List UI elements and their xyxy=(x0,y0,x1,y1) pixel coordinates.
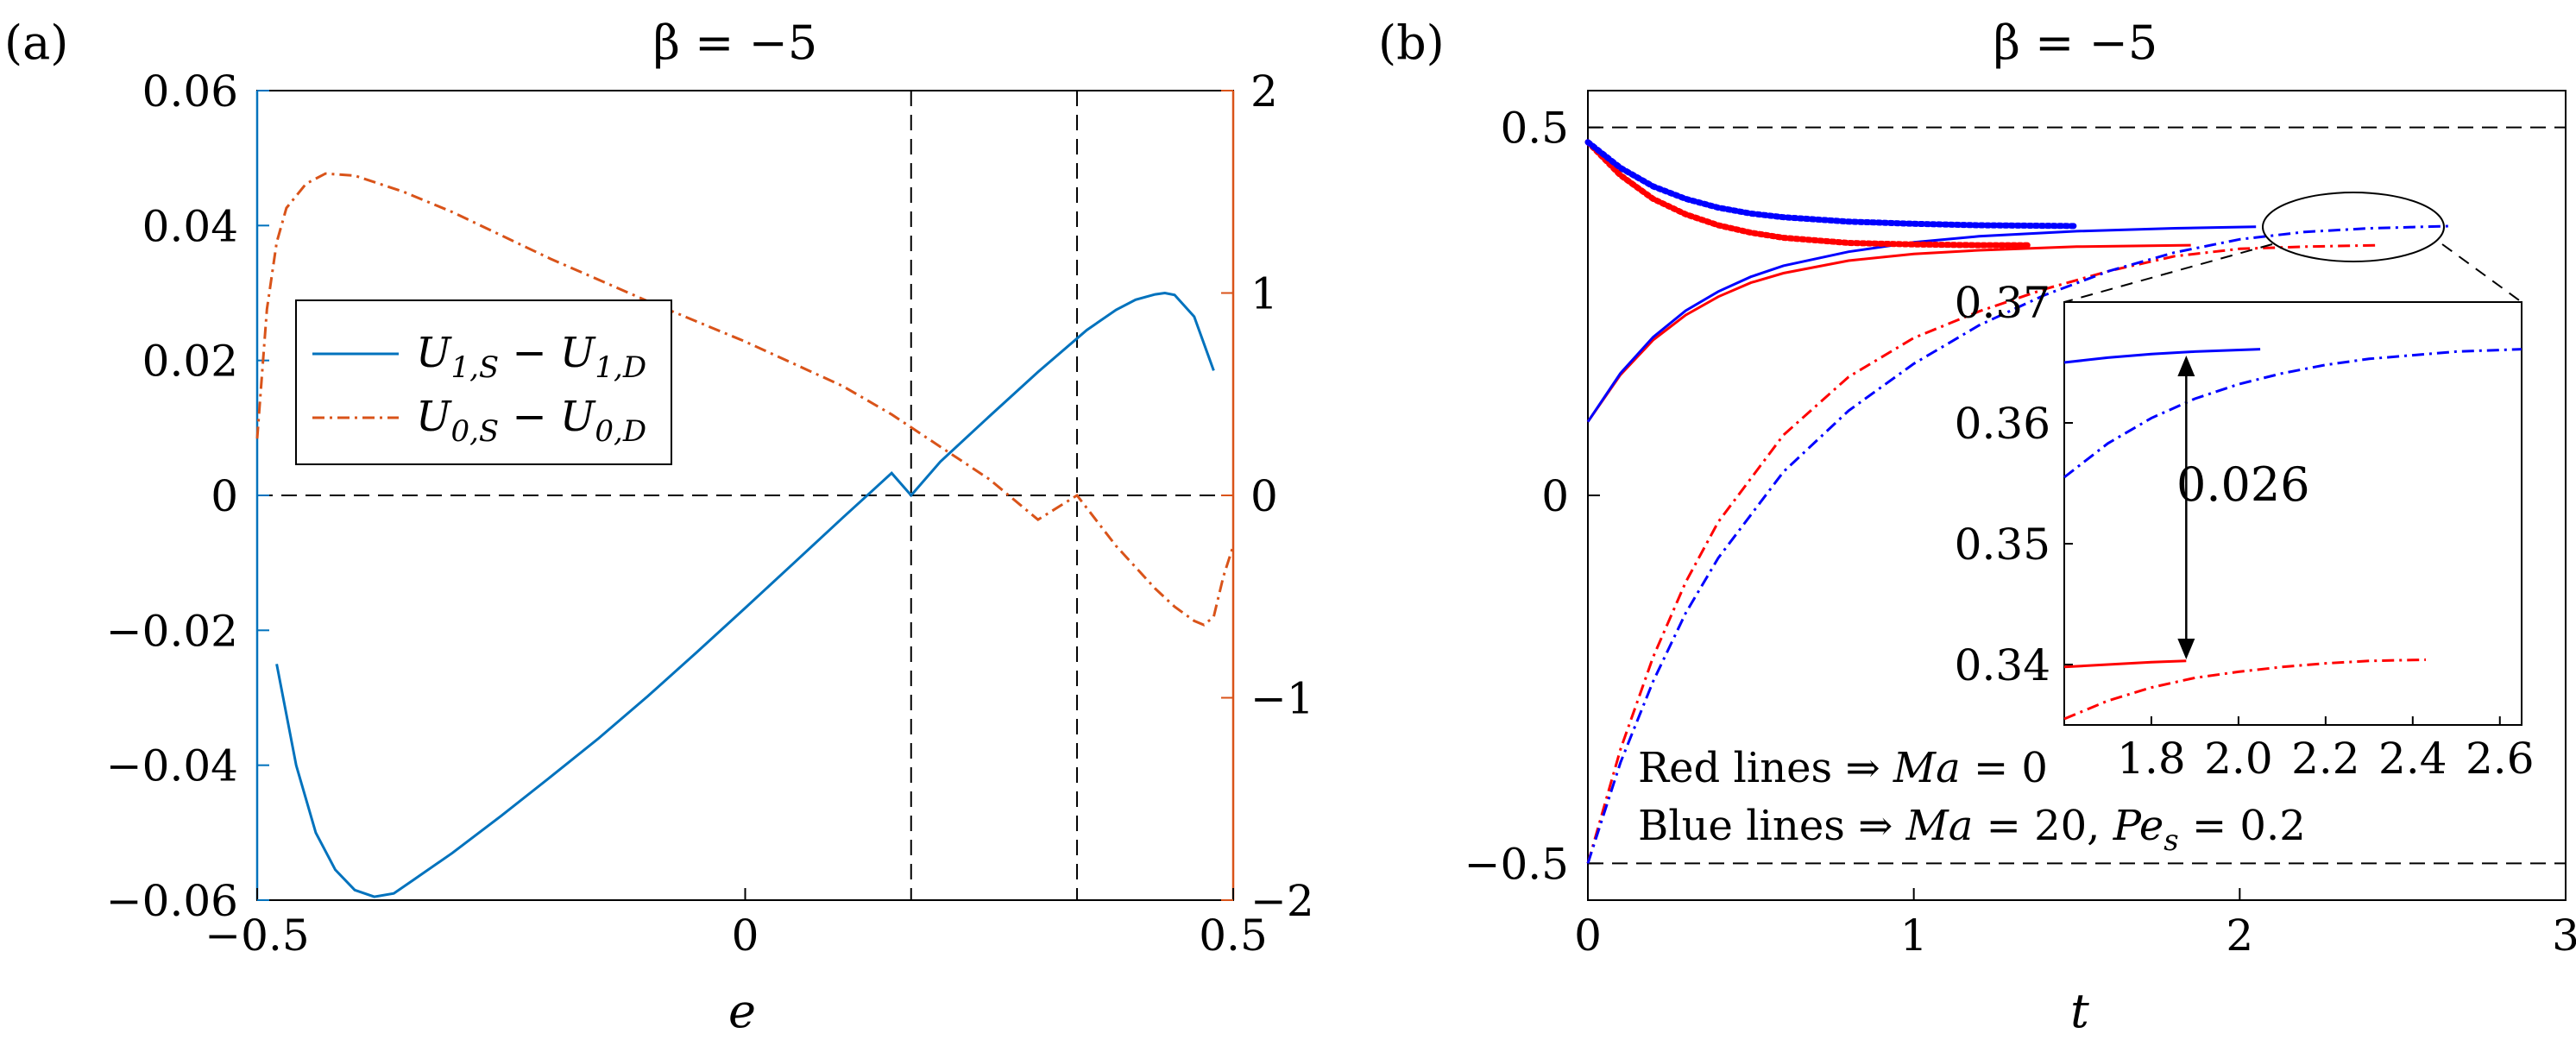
inset-y-tick-label: 0.35 xyxy=(1955,520,2050,570)
panel-a-right-tick-label: 1 xyxy=(1250,269,1278,319)
panel-a-x-tick-label: −0.5 xyxy=(205,911,309,961)
panel-b-y-tick-label: 0 xyxy=(1541,471,1569,521)
inset-series-red-dashdot xyxy=(2063,658,2427,721)
inset: 1.8 2.0 2.2 2.4 2.6 0.34 0.35 0.36 0.37 0.026 xyxy=(1955,278,2535,784)
panel-a-label: (a) xyxy=(4,16,68,70)
series-blue-solid xyxy=(1586,225,2257,423)
series-u1-difference xyxy=(275,291,1215,898)
panel-a-right-tick-label: 2 xyxy=(1250,66,1278,117)
panel-a-left-tick-label: 0 xyxy=(211,471,238,521)
zoom-ellipse xyxy=(2262,192,2445,262)
panel-a-left-tick-label: 0.02 xyxy=(142,337,238,387)
panel-b-title: β = −5 xyxy=(1993,16,2157,70)
panel-b-x-tick-label: 2 xyxy=(2226,911,2253,961)
panel-b-series xyxy=(1584,139,2452,864)
panel-a-ticks: −0.5 0 0.5 −0.06 −0.04 −0.02 0 0.02 0.04 0.06 −2 −1… xyxy=(106,66,1314,961)
legend-label-u1: U1,S − U1,D xyxy=(416,329,646,385)
panel-a-reference-lines xyxy=(257,91,1233,900)
inset-x-tick-label: 2.0 xyxy=(2204,734,2273,784)
inset-series-blue-solid xyxy=(2063,348,2261,364)
series-red-dotted xyxy=(1584,139,2031,249)
inset-ticks: 1.8 2.0 2.2 2.4 2.6 0.34 0.35 0.36 0.37 xyxy=(1955,278,2535,784)
panel-b: (b) β = −5 0 1 2 3−0.500.5 t 1.8 2.0 2.2 2.4 2.… xyxy=(1378,16,2576,1038)
gap-arrow-head-up xyxy=(2177,356,2195,376)
inset-series-red-solid xyxy=(2063,659,2187,669)
panel-b-reference-lines xyxy=(1588,126,2566,865)
inset-series xyxy=(2063,348,2522,721)
panel-a-series xyxy=(255,172,1235,898)
panel-a-x-tick-label: 0.5 xyxy=(1199,911,1268,961)
series-red-solid xyxy=(1586,243,2191,423)
series-blue-dashdot xyxy=(1586,224,2452,864)
inset-gap-arrow xyxy=(2177,356,2195,659)
inset-y-tick-label: 0.36 xyxy=(1955,399,2050,449)
panel-a-left-tick-label: −0.04 xyxy=(106,741,238,791)
legend-box xyxy=(295,299,672,465)
panel-b-label: (b) xyxy=(1378,16,1445,70)
inset-gap-label: 0.026 xyxy=(2176,457,2310,512)
panel-a-x-tick-label: 0 xyxy=(732,911,759,961)
zoom-leader-right xyxy=(2441,243,2522,303)
panel-b-y-tick-label: −0.5 xyxy=(1464,839,1569,889)
panel-a-left-tick-label: 0.04 xyxy=(142,201,238,251)
inset-x-tick-label: 2.4 xyxy=(2378,734,2447,784)
panel-a-left-tick-label: 0.06 xyxy=(142,66,238,117)
inset-x-tick-label: 2.2 xyxy=(2291,734,2360,784)
panel-a-x-axis-label: e xyxy=(728,984,756,1038)
panel-b-x-tick-label: 3 xyxy=(2552,911,2576,961)
panel-a: (a) β = −5 −0.5 0 0.5 −0.06 −0.04 −0.02 0 0.02 0… xyxy=(4,16,1314,1038)
panel-b-ticks: 0 1 2 3−0.500.5 xyxy=(1464,104,2576,961)
series-blue-dotted xyxy=(1584,139,2080,230)
inset-x-tick-label: 2.6 xyxy=(2466,734,2535,784)
panel-b-x-tick-label: 0 xyxy=(1574,911,1602,961)
panel-b-x-axis-label: t xyxy=(2070,984,2089,1038)
gap-arrow-head-down xyxy=(2177,639,2195,659)
note-blue-lines: Blue lines ⇒ Ma = 20, Pes = 0.2 xyxy=(1638,802,2306,858)
panel-a-right-tick-label: 0 xyxy=(1250,471,1278,521)
zoom-leader-left xyxy=(2063,243,2273,303)
inset-y-tick-label: 0.34 xyxy=(1955,640,2050,690)
panel-a-right-tick-label: −1 xyxy=(1250,674,1314,724)
inset-x-tick-label: 1.8 xyxy=(2117,734,2186,784)
inset-y-tick-label: 0.37 xyxy=(1955,278,2050,328)
panel-a-left-tick-label: −0.06 xyxy=(106,876,238,926)
panel-b-x-tick-label: 1 xyxy=(1900,911,1928,961)
panel-a-legend: U1,S − U1,D U0,S − U0,D xyxy=(295,299,672,465)
panel-b-y-tick-label: 0.5 xyxy=(1500,104,1569,154)
series-red-dashdot xyxy=(1586,243,2380,864)
series-u0-difference xyxy=(255,172,1235,627)
legend-label-u0: U0,S − U0,D xyxy=(416,393,646,449)
inset-series-blue-dashdot xyxy=(2063,348,2522,479)
note-red-lines: Red lines ⇒ Ma = 0 xyxy=(1638,744,2048,792)
panel-a-right-tick-label: −2 xyxy=(1250,876,1314,926)
inset-axes-frame xyxy=(2063,301,2522,726)
panel-a-title: β = −5 xyxy=(653,16,817,70)
panel-a-left-tick-label: −0.02 xyxy=(106,606,238,656)
